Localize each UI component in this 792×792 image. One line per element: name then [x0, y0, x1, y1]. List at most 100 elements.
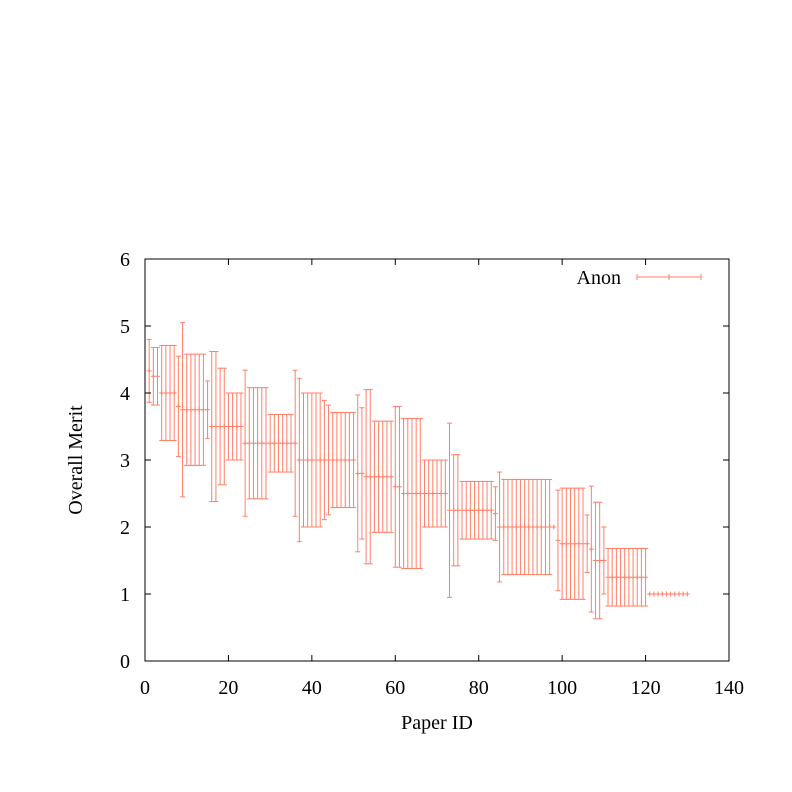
error-bar-point [155, 346, 161, 406]
y-tick-label: 4 [120, 383, 130, 405]
error-bar-point [547, 478, 553, 576]
error-bar-point [225, 392, 231, 461]
error-bar-point [280, 413, 286, 473]
error-bar-point [605, 547, 611, 607]
error-bar-point [209, 350, 215, 503]
error-bar-point [522, 478, 528, 576]
error-bar-point [234, 392, 240, 461]
error-bar-point [476, 480, 482, 540]
error-bar-point [346, 411, 352, 509]
error-bar-point [267, 413, 273, 473]
error-bar-point [626, 547, 632, 607]
error-bar-point [638, 547, 644, 607]
error-bar-point [517, 478, 523, 576]
legend-sample [636, 274, 702, 280]
error-bar-point [647, 591, 653, 597]
error-bar-point [146, 338, 152, 403]
error-bar-point [301, 392, 307, 528]
error-bar-point [572, 487, 578, 600]
error-bar-point [684, 591, 690, 597]
error-bar-point [534, 478, 540, 576]
error-bar-point [584, 514, 590, 574]
error-bar-point [609, 547, 615, 607]
y-tick-label: 6 [120, 249, 130, 271]
x-tick-label: 20 [218, 677, 238, 699]
x-tick-label: 60 [385, 677, 405, 699]
error-bar-point [447, 422, 453, 598]
error-bar-point [442, 459, 448, 528]
error-bar-point [538, 478, 544, 576]
error-bar-point [342, 411, 348, 509]
error-bar-point [205, 380, 211, 440]
error-bar-point [559, 487, 565, 600]
x-tick-label: 140 [714, 677, 744, 699]
error-bar-point [643, 547, 649, 607]
error-bar-point [421, 459, 427, 528]
x-tick-label: 0 [140, 677, 150, 699]
error-bar-point [668, 591, 674, 597]
error-bar-point [434, 459, 440, 528]
error-bar-point [200, 353, 206, 466]
error-bar-point [163, 344, 169, 442]
x-tick-label: 40 [302, 677, 322, 699]
error-bar-point [601, 526, 607, 595]
error-bar-point [384, 420, 390, 533]
error-bar-point [288, 413, 294, 473]
error-bar-point [367, 389, 373, 565]
error-bar-point [659, 591, 665, 597]
error-bar-point [321, 399, 327, 521]
error-bar-point [305, 392, 311, 528]
error-bar-point [676, 591, 682, 597]
error-bar-point [388, 420, 394, 533]
error-bar-point [317, 392, 323, 528]
error-bar-point [413, 417, 419, 570]
error-bar-point [463, 480, 469, 540]
error-bar-point [184, 353, 190, 466]
data-layer [146, 322, 690, 620]
error-bar-point [405, 417, 411, 570]
error-bar-point [597, 501, 603, 620]
error-bar-point [530, 478, 536, 576]
error-bar-point [567, 487, 573, 600]
error-bar-point [672, 591, 678, 597]
error-bar-point [680, 591, 686, 597]
error-bar-point [630, 547, 636, 607]
y-axis-label: Overall Merit [65, 405, 87, 515]
error-bar-point [651, 591, 657, 597]
error-bar-point [551, 524, 557, 530]
error-bar-point [613, 547, 619, 607]
error-bar-point [409, 417, 415, 570]
error-bar-point [284, 413, 290, 473]
error-bar-point [363, 389, 369, 565]
error-bar-point [334, 411, 340, 509]
error-bar-point [313, 392, 319, 528]
error-bar-point [467, 480, 473, 540]
error-bar-point [376, 420, 382, 533]
error-bar-point [238, 392, 244, 461]
error-bar-point [563, 487, 569, 600]
error-bar-point [430, 459, 436, 528]
error-bar-point [392, 405, 398, 568]
error-bar-point [221, 367, 227, 486]
error-bar-point [292, 369, 298, 517]
error-bar-point [484, 480, 490, 540]
legend: Anon [577, 267, 702, 289]
error-bar-point [663, 591, 669, 597]
y-tick-label: 2 [120, 517, 130, 539]
error-bar-point [576, 487, 582, 600]
error-bar-point [380, 420, 386, 533]
y-tick-label: 1 [120, 584, 130, 606]
error-bar-point [359, 407, 365, 540]
error-bar-point [271, 413, 277, 473]
error-bar-point [488, 480, 494, 540]
error-bar-point [580, 487, 586, 600]
error-bar-point [509, 478, 515, 576]
error-bar-point [451, 454, 457, 567]
error-bar-point [255, 387, 261, 500]
y-tick-label: 5 [120, 316, 130, 338]
error-bar-point [618, 547, 624, 607]
error-bar-point [242, 369, 248, 517]
y-tick-label: 3 [120, 450, 130, 472]
error-bar-point [351, 411, 357, 509]
